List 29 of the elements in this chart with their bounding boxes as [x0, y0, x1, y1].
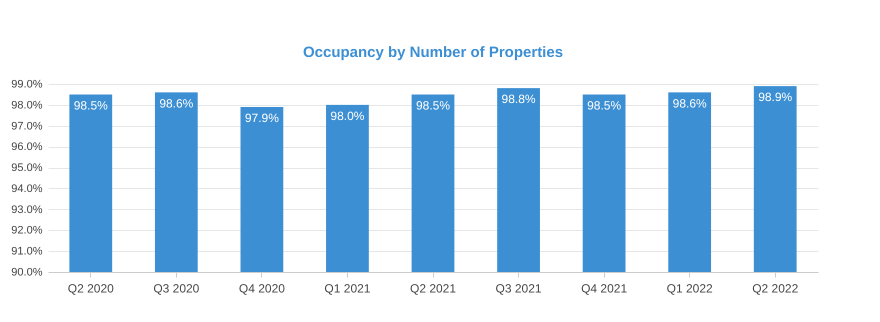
data-label: 97.9%: [244, 110, 280, 125]
y-tick-label: 98.0%: [11, 99, 43, 112]
data-label: 98.6%: [159, 96, 194, 110]
x-tick-label: Q1 2022: [666, 282, 714, 296]
x-tick-label: Q4 2021: [581, 282, 628, 296]
y-tick-label: 94.0%: [11, 182, 43, 195]
y-tick-label: 90.0%: [11, 266, 43, 278]
data-label: 98.5%: [416, 98, 450, 112]
data-label: 98.0%: [330, 108, 365, 123]
x-tick-label: Q2 2021: [410, 282, 456, 296]
y-tick-label: 93.0%: [11, 204, 43, 216]
x-tick-label: Q2 2020: [68, 282, 114, 296]
data-label: 98.8%: [502, 92, 536, 106]
x-tick-label: Q3 2020: [153, 282, 200, 296]
data-label: 98.5%: [587, 98, 622, 112]
y-tick-label: 95.0%: [11, 162, 43, 174]
data-label: 98.6%: [672, 96, 708, 110]
y-tick-label: 99.0%: [11, 78, 43, 90]
y-tick-label: 96.0%: [11, 141, 43, 154]
x-tick-label: Q1 2021: [324, 282, 371, 296]
chart-title: Occupancy by Number of Properties: [302, 44, 564, 61]
x-tick-label: Q2 2022: [752, 282, 799, 296]
data-label: 98.5%: [74, 98, 108, 112]
data-label: 98.9%: [758, 90, 793, 104]
x-tick-label: Q4 2020: [238, 282, 286, 296]
x-tick-label: Q3 2021: [496, 282, 542, 296]
y-tick-label: 92.0%: [11, 224, 43, 237]
y-tick-label: 97.0%: [11, 120, 43, 132]
y-tick-label: 91.0%: [11, 246, 43, 258]
